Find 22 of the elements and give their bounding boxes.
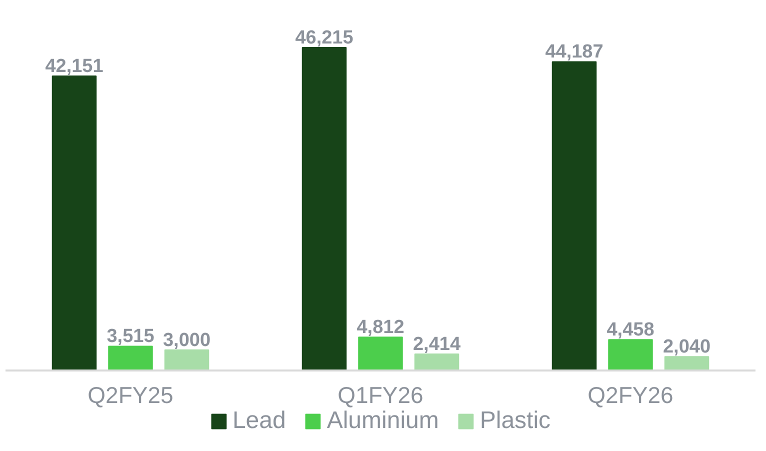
bar: [608, 339, 653, 372]
bar: [552, 61, 597, 372]
bar: [164, 349, 210, 372]
bar: [108, 346, 153, 372]
data-label: 44,187: [545, 42, 604, 63]
data-label: 2,040: [662, 336, 711, 358]
bar: [52, 75, 97, 372]
data-label: 3,000: [162, 330, 211, 351]
x-tick-label: Q2FY25: [88, 382, 174, 408]
x-tick-label: Q2FY26: [588, 382, 674, 408]
legend-label: Lead: [232, 407, 286, 435]
data-label: 46,215: [295, 28, 354, 49]
data-label: 4,458: [606, 320, 654, 341]
data-label: 42,151: [45, 56, 104, 77]
legend-label: Aluminium: [326, 407, 439, 435]
data-label: 3,515: [106, 326, 155, 348]
legend-label: Plastic: [480, 407, 551, 435]
bar: [358, 336, 403, 372]
x-tick-label: Q1FY26: [338, 382, 424, 408]
bar: [302, 47, 347, 372]
data-label: 4,812: [356, 317, 404, 338]
data-label: 2,414: [412, 334, 461, 355]
